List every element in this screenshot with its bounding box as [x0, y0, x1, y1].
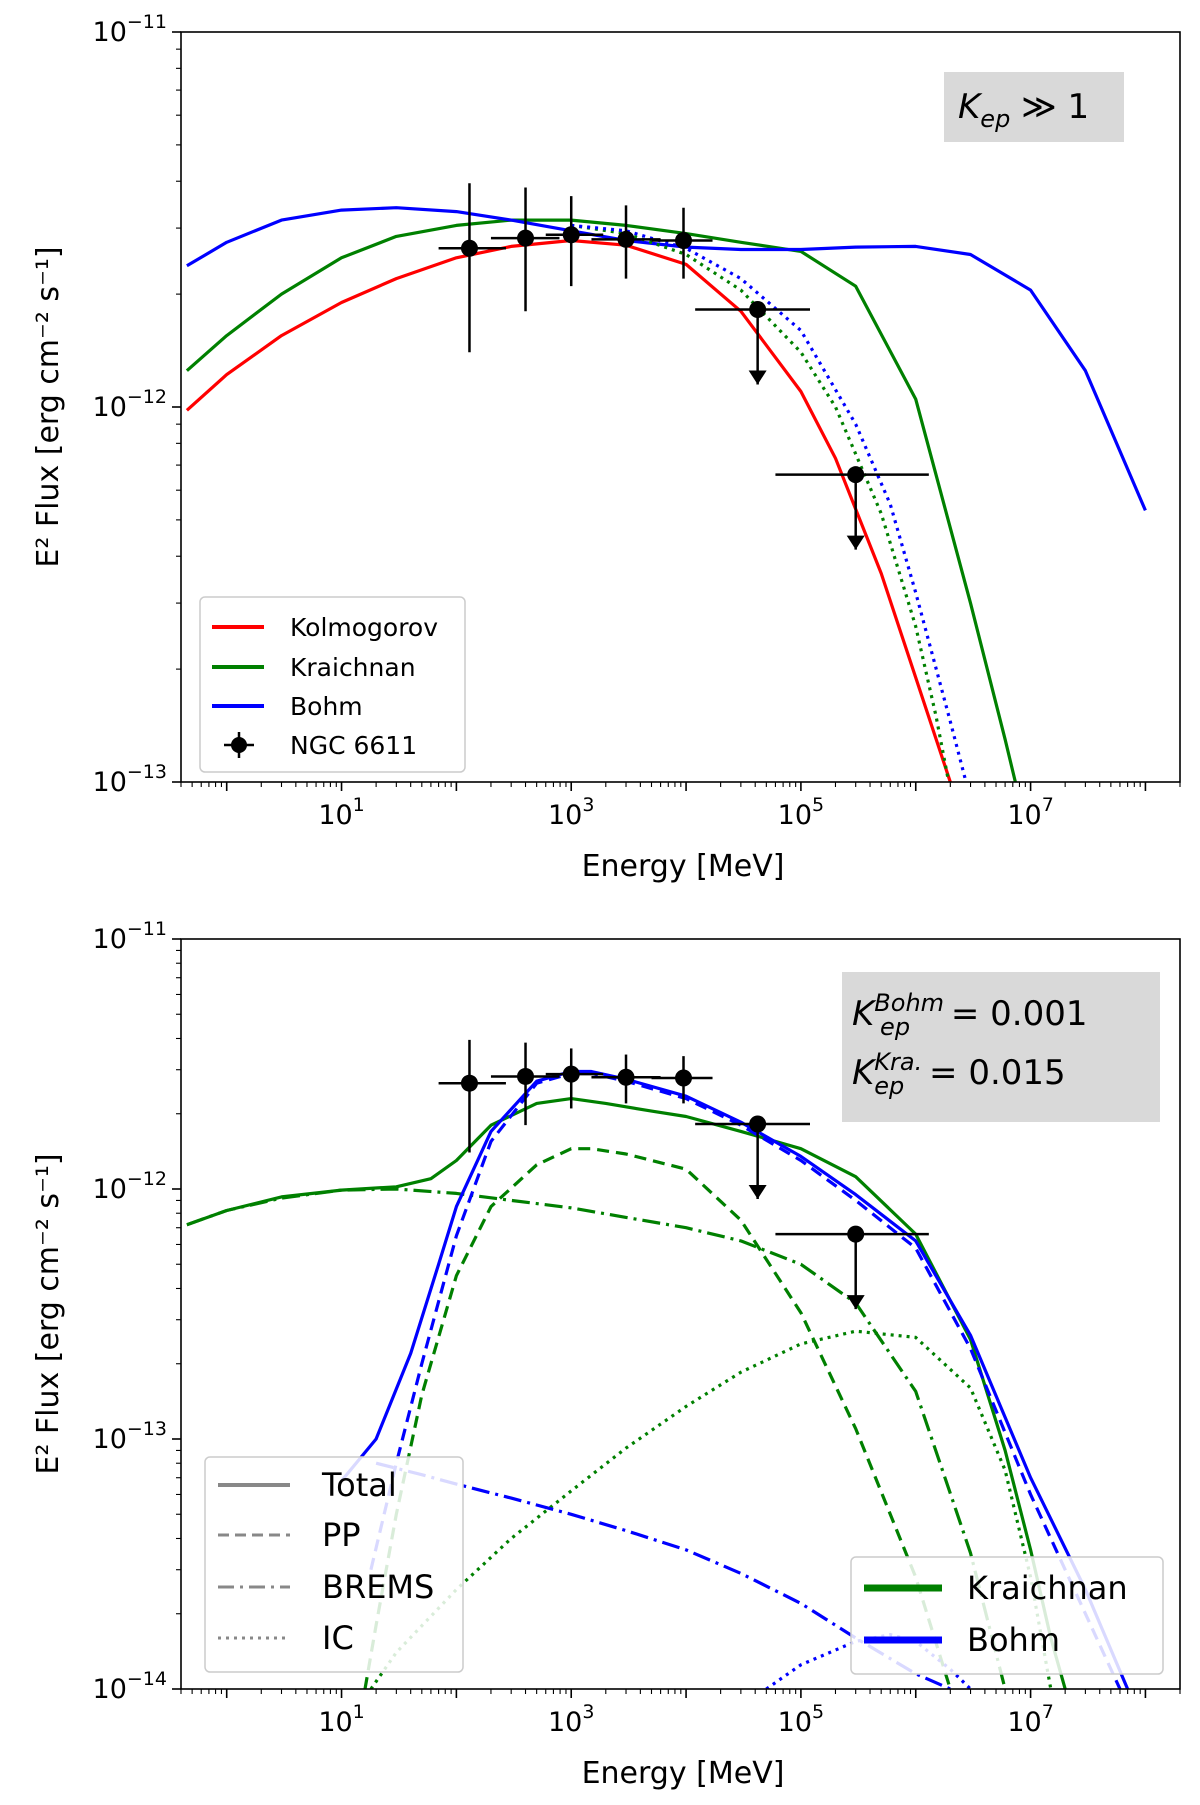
legend-label-kolmogorov: Kolmogorov: [290, 613, 438, 642]
data-point-7: [775, 1225, 929, 1310]
bottom-annotation-box: [842, 972, 1160, 1122]
top-legend: Kolmogorov Kraichnan Bohm NGC 6611: [199, 596, 466, 773]
x-tick-label: 105: [778, 794, 824, 831]
top-annotation: Kep ≫ 1: [944, 72, 1124, 142]
bottom-style-legend: Total PP BREMS IC: [204, 1456, 464, 1673]
top-annotation-box: [944, 72, 1124, 142]
data-point-7: [775, 466, 929, 550]
bottom-model-legend: Kraichnan Bohm: [850, 1556, 1164, 1675]
legend-label-ngc6611: NGC 6611: [290, 731, 417, 760]
bottom-ticks: 101 103 105 107 10−14 10−13 10−12 10−11: [93, 918, 1181, 1738]
legend-label-bohm-model: Bohm: [967, 1621, 1060, 1659]
data-point-1: [438, 183, 506, 353]
legend-label-brems: BREMS: [322, 1568, 434, 1606]
y-tick-label: 10−11: [93, 11, 167, 48]
series-kraichnan-pp-line: [363, 1147, 952, 1689]
data-point-2: [490, 1042, 560, 1126]
top-y-axis-label: E² Flux [erg cm⁻² s⁻¹]: [31, 246, 66, 567]
y-tick-label: 10−14: [93, 1668, 167, 1705]
bottom-y-axis-label: E² Flux [erg cm⁻² s⁻¹]: [31, 1153, 66, 1474]
bottom-data-points: [438, 1039, 929, 1310]
bottom-annotation: KBohm ep = 0.001 KKra. ep = 0.015: [842, 972, 1160, 1122]
series-kraichnan-total-line: [186, 1097, 1067, 1689]
series-bohm-pp-line: [369, 1071, 1122, 1689]
data-point-4: [591, 205, 661, 279]
x-tick-label: 107: [1007, 794, 1053, 831]
x-tick-label: 103: [548, 794, 594, 831]
y-tick-label: 10−12: [93, 1168, 167, 1205]
top-ticks: 101 103 105 107 10−13 10−12 10−11: [93, 11, 1181, 831]
legend-label-pp: PP: [322, 1516, 361, 1554]
legend-label-kraichnan: Kraichnan: [290, 653, 416, 682]
x-tick-label: 107: [1007, 1701, 1053, 1738]
legend-label-bohm: Bohm: [290, 692, 363, 721]
legend-label-total: Total: [321, 1466, 397, 1504]
data-point-5: [651, 207, 713, 279]
y-tick-label: 10−13: [93, 761, 167, 798]
x-tick-label: 101: [318, 794, 364, 831]
top-data-points: [438, 183, 929, 550]
bottom-panel: 101 103 105 107 10−14 10−13 10−12 10−11 KBohm ep…: [31, 918, 1181, 1791]
x-tick-label: 105: [778, 1701, 824, 1738]
bottom-annotation-line-1: KBohm ep = 0.001: [852, 989, 1088, 1041]
top-legend-frame: [199, 596, 466, 773]
data-point-6: [695, 300, 810, 385]
series-bohm-solid-line: [186, 206, 1147, 512]
data-point-1: [438, 1039, 506, 1153]
legend-label-kraichnan-model: Kraichnan: [967, 1569, 1128, 1607]
data-point-3: [545, 196, 604, 287]
data-point-4: [591, 1054, 661, 1104]
data-point-5: [651, 1056, 713, 1104]
legend-swatch-ngc6611: [224, 732, 254, 758]
series-kraichnan-ic-line: [369, 1329, 1053, 1689]
x-tick-label: 103: [548, 1701, 594, 1738]
top-panel: 101 103 105 107 10−13 10−12 10−11 Kep ≫ 1 Kolm…: [31, 11, 1181, 884]
top-x-axis-label: Energy [MeV]: [582, 849, 785, 884]
top-annotation-text: Kep ≫ 1: [958, 87, 1089, 133]
x-tick-label: 101: [318, 1701, 364, 1738]
bottom-curves: [186, 1069, 1130, 1689]
y-tick-label: 10−11: [93, 918, 167, 955]
y-tick-label: 10−13: [93, 1418, 167, 1455]
data-point-2: [490, 187, 560, 312]
data-point-3: [545, 1048, 604, 1109]
data-point-6: [695, 1115, 810, 1199]
bottom-annotation-line-2: KKra. ep = 0.015: [852, 1048, 1066, 1100]
bottom-x-axis-label: Energy [MeV]: [582, 1756, 785, 1791]
style-legend-frame: [204, 1456, 464, 1673]
series-bohm-dotted-line: [571, 223, 968, 782]
legend-label-ic: IC: [322, 1619, 354, 1657]
y-tick-label: 10−12: [93, 386, 167, 423]
